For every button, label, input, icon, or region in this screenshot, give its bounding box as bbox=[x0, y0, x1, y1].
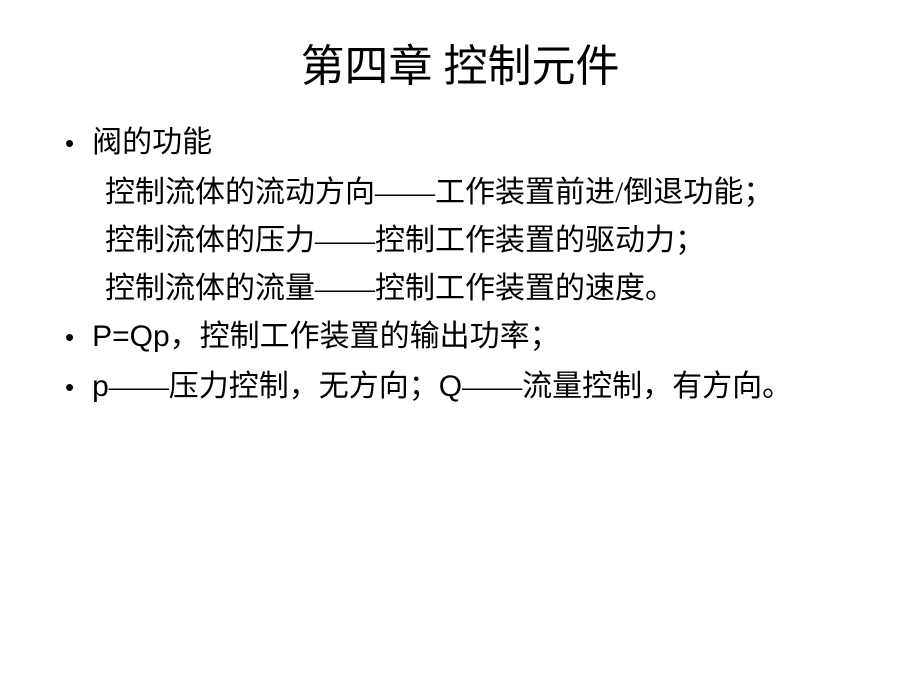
bullet-icon: • bbox=[65, 119, 74, 167]
list-subline: 控制流体的压力——控制工作装置的驱动力； bbox=[105, 217, 865, 265]
formula-text: P=Qp bbox=[92, 320, 170, 353]
bullet-icon: • bbox=[65, 313, 74, 361]
variable-text: Q bbox=[439, 370, 462, 403]
variable-text: p bbox=[92, 370, 109, 403]
list-item-text: p——压力控制，无方向；Q——流量控制，有方向。 bbox=[92, 363, 792, 411]
list-item-text: 阀的功能 bbox=[92, 119, 212, 167]
list-item: • P=Qp，控制工作装置的输出功率； bbox=[55, 313, 865, 361]
list-subline: 控制流体的流动方向——工作装置前进/倒退功能； bbox=[105, 169, 865, 217]
list-item: • p——压力控制，无方向；Q——流量控制，有方向。 bbox=[55, 363, 865, 411]
list-subline: 控制流体的流量——控制工作装置的速度。 bbox=[105, 265, 865, 313]
list-item-text: P=Qp，控制工作装置的输出功率； bbox=[92, 313, 560, 361]
list-item: • 阀的功能 bbox=[55, 119, 865, 167]
slide-title: 第四章 控制元件 bbox=[55, 30, 865, 94]
bullet-icon: • bbox=[65, 363, 74, 411]
